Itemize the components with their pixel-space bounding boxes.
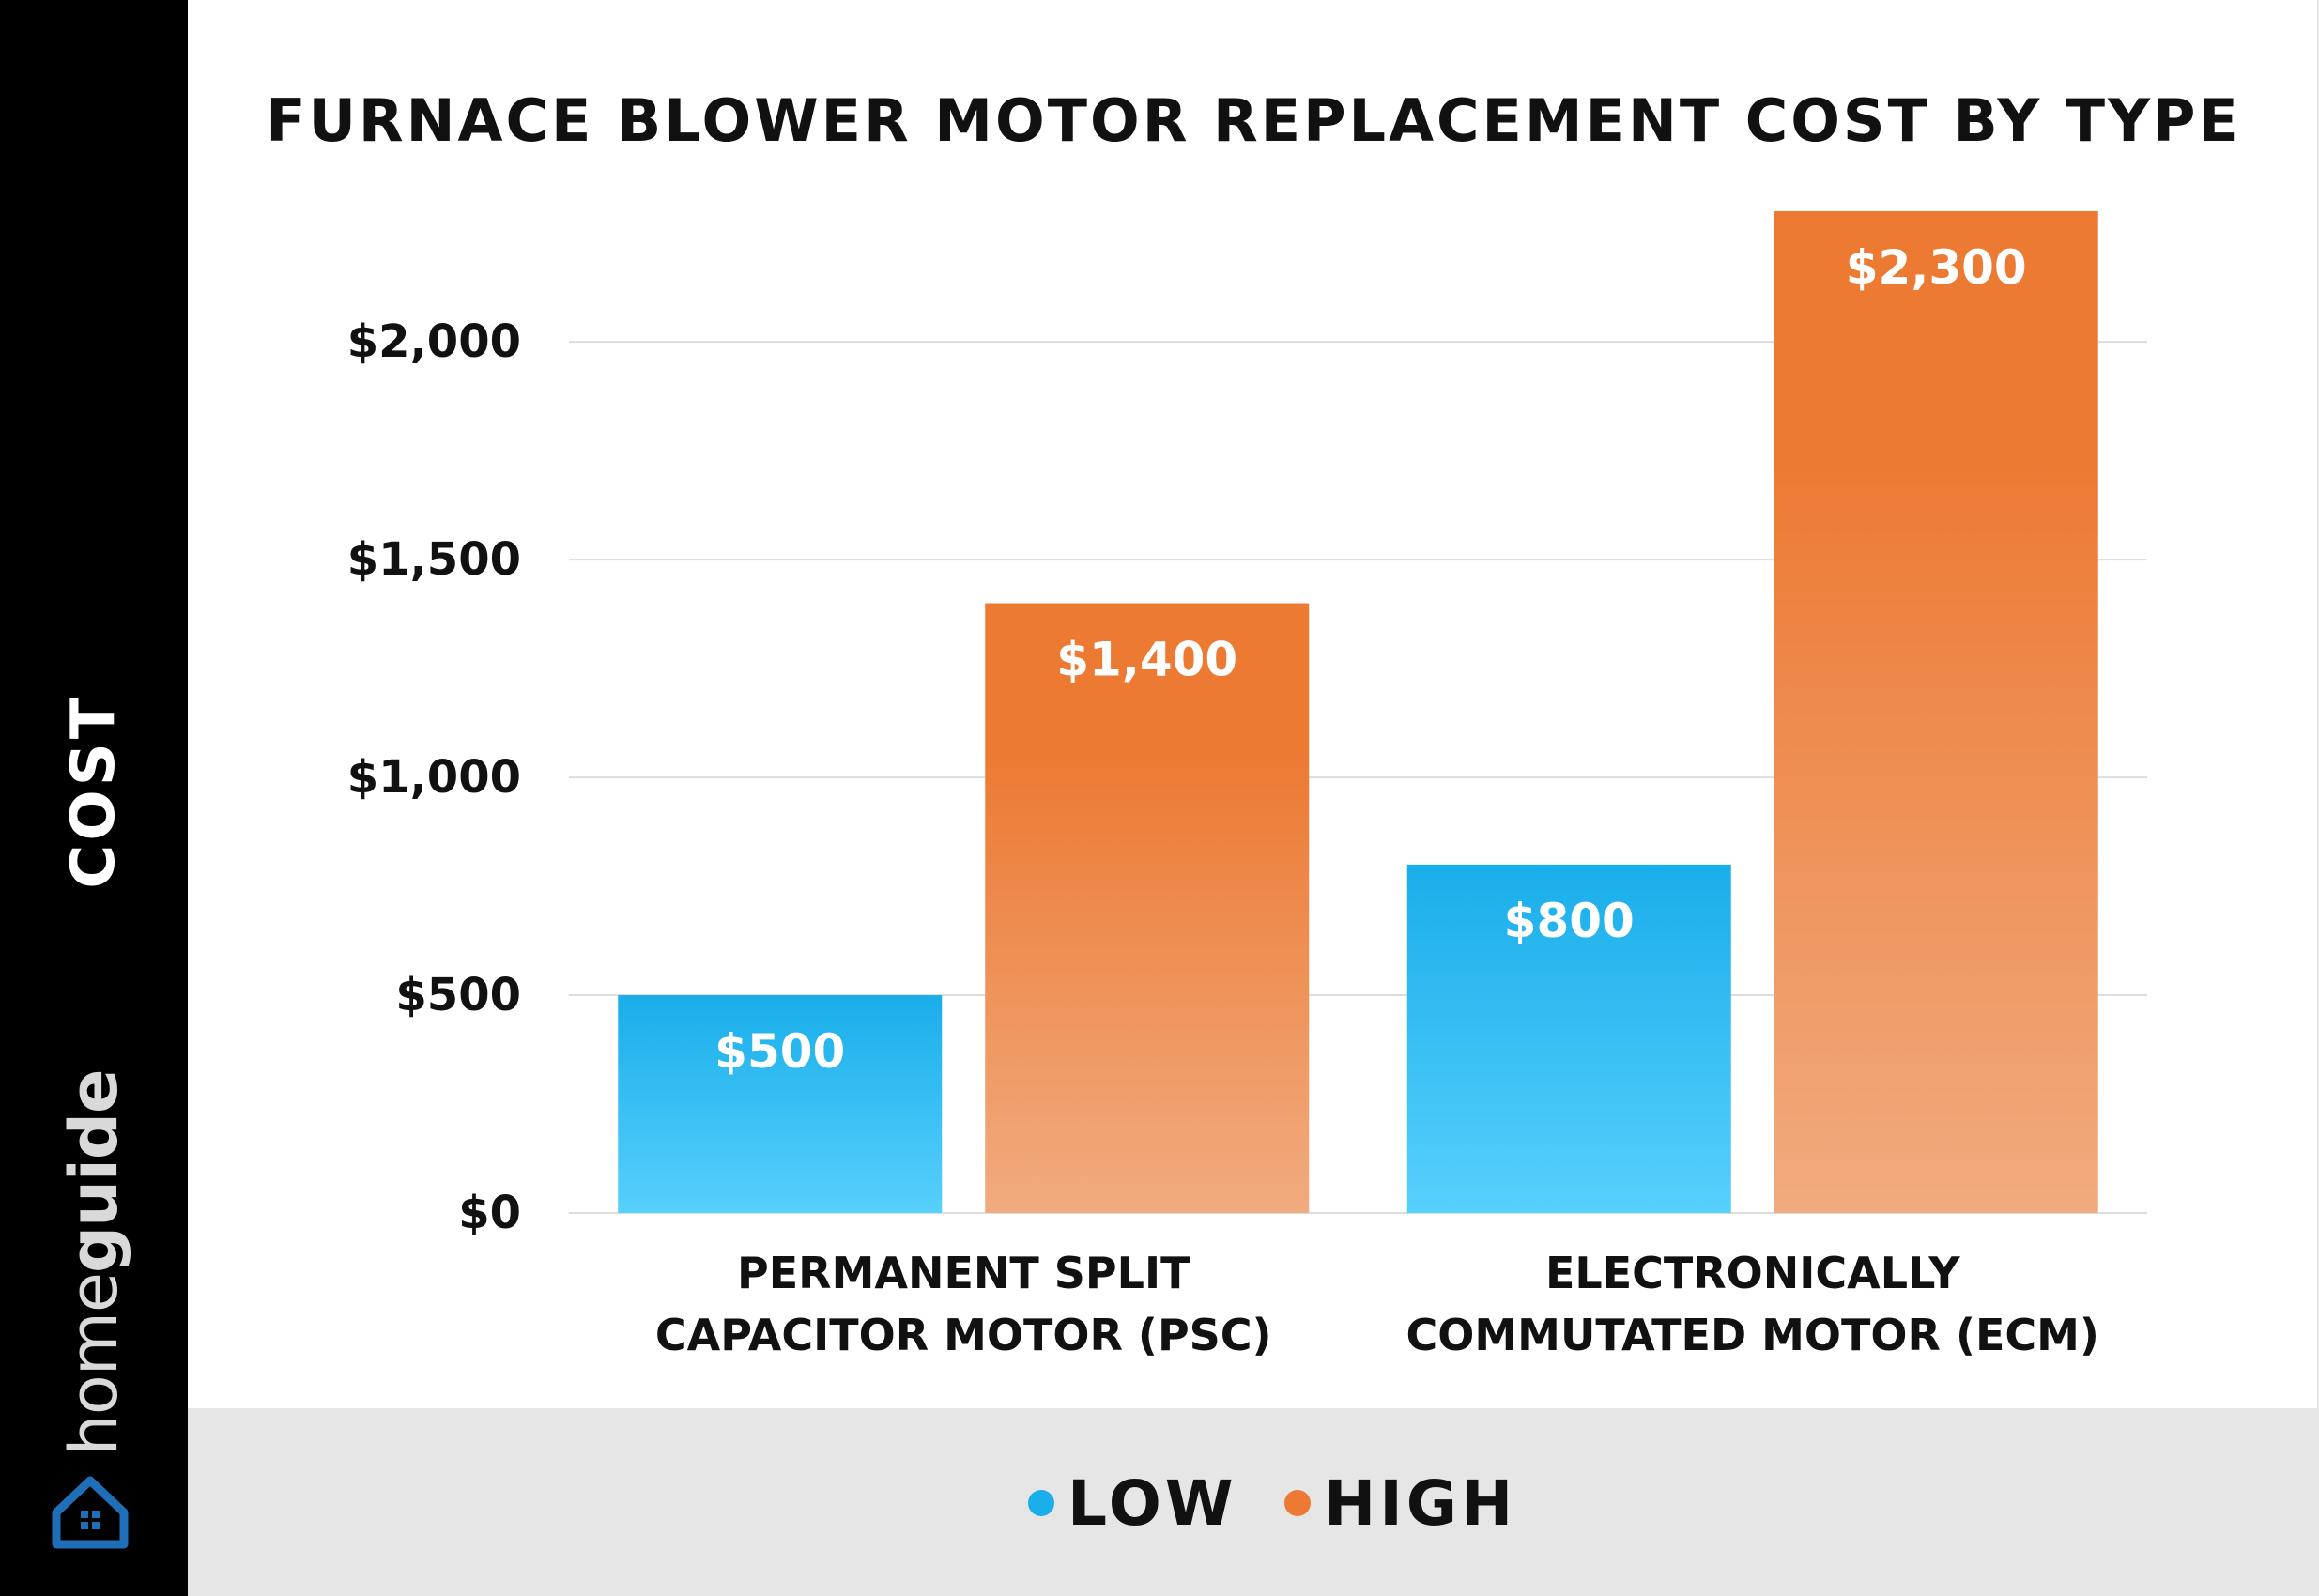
bar-high [1774,211,2098,1213]
x-axis-labels: PERMANENT SPLIT CAPACITOR MOTOR (PSC) ELEC… [655,1248,2099,1360]
chart-title: FURNACE BLOWER MOTOR REPLACEMENT COST BY… [266,86,2241,155]
legend-label-low: LOW [1067,1466,1237,1540]
legend-label-high: HIGH [1324,1466,1517,1540]
bar-low [618,995,943,1213]
legend-item-low: LOW [1028,1461,1237,1545]
x-tick-label-line: CAPACITOR MOTOR (PSC) [655,1310,1272,1360]
house-icon [52,1476,129,1549]
x-tick-label-line: COMMUTATED MOTOR (ECM) [1406,1310,2099,1360]
legend-item-high: HIGH [1284,1461,1516,1545]
y-tick-label: $1,500 [347,533,521,586]
y-tick-label: $2,000 [347,315,521,368]
y-tick-label: $1,000 [347,751,521,804]
legend-dot-high [1284,1490,1311,1516]
sidebar [0,0,188,1596]
bar-low [1406,864,1731,1213]
bar-value-label: $500 [714,1024,845,1079]
bar-value-label: $1,400 [1056,633,1237,687]
legend: LOW HIGH [188,1408,2319,1596]
x-tick-label: ELECTRONICALLY COMMUTATED MOTOR (ECM) [1406,1248,2099,1360]
y-tick-label: $0 [458,1187,521,1239]
bar-high [985,603,1310,1213]
y-tick-label: $500 [395,969,521,1021]
x-tick-label-line: PERMANENT SPLIT [737,1248,1190,1298]
bar-chart: $0$500$1,000$1,500$2,000 $500$1,400$800$… [347,211,2147,1360]
y-axis-ticks: $0 $500 $1,000 $1,500 $2,000 [347,315,521,1239]
legend-dot-low [1028,1490,1054,1516]
bar-value-label: $800 [1504,894,1635,948]
bars: $500 $1,400 $800 $2,300 [618,211,2098,1213]
x-tick-label: PERMANENT SPLIT CAPACITOR MOTOR (PSC) [655,1248,1272,1360]
x-tick-label-line: ELECTRONICALLY [1545,1248,1960,1298]
bar-value-label: $2,300 [1846,240,2027,295]
